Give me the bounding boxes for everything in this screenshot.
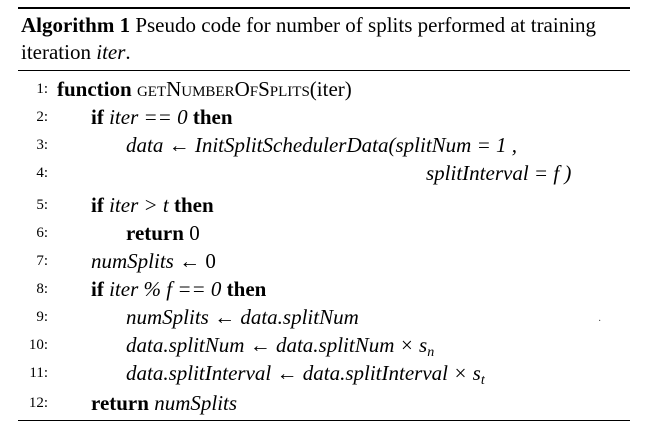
- code-content: return numSplits: [91, 390, 237, 416]
- factor: s: [419, 333, 428, 357]
- condition: iter % f == 0: [109, 277, 222, 301]
- line-number: 9:: [36, 309, 48, 325]
- line-number: 11:: [29, 365, 48, 381]
- line-number: 3:: [36, 137, 48, 153]
- factor: s: [472, 361, 481, 385]
- code-content: if iter == 0 then: [91, 104, 233, 130]
- bottom-rule: [18, 420, 630, 421]
- return-value: numSplits: [154, 391, 238, 415]
- arrow: ←: [276, 361, 298, 385]
- line-number: 5:: [36, 197, 48, 213]
- code-content: numSplits ← 0: [91, 248, 216, 274]
- code-content: numSplits ← data.splitNum: [126, 304, 359, 330]
- keyword: if: [91, 277, 104, 301]
- arg: splitInterval = f ): [426, 161, 572, 185]
- subscript: t: [480, 373, 485, 388]
- code-content: function getNumberOfSplits(iter): [57, 76, 352, 102]
- code-content: if iter > t then: [91, 192, 214, 218]
- line-number: 1:: [36, 81, 48, 97]
- line-number: 4:: [36, 165, 48, 181]
- stray-mark: ·: [598, 316, 602, 327]
- code-content: if iter % f == 0 then: [91, 276, 266, 302]
- arrow: ←: [168, 133, 190, 157]
- line-number: 7:: [36, 253, 48, 269]
- arrow: ←: [214, 305, 236, 329]
- arrow: ←: [249, 333, 271, 357]
- lhs: data: [126, 133, 164, 157]
- line-number: 6:: [36, 225, 48, 241]
- keyword: function: [57, 77, 132, 101]
- rhs: 0: [205, 249, 216, 273]
- line-number: 12:: [28, 395, 48, 411]
- line-number: 10:: [28, 337, 48, 353]
- keyword: if: [91, 193, 104, 217]
- subscript: n: [427, 345, 435, 360]
- keyword: return: [126, 221, 184, 245]
- algorithm-label: Algorithm 1: [21, 13, 131, 37]
- keyword: then: [174, 193, 214, 217]
- call: InitSplitSchedulerData(: [194, 133, 396, 157]
- lhs: numSplits: [91, 249, 174, 273]
- keyword: then: [226, 277, 267, 301]
- code-content: data ← InitSplitSchedulerData(splitNum =…: [126, 132, 517, 158]
- rhs: data.splitNum ×: [275, 333, 414, 357]
- function-args: (iter): [309, 77, 352, 101]
- condition: iter > t: [109, 193, 169, 217]
- caption-period: .: [125, 40, 131, 64]
- caption-text: Pseudo code for number of splits perform…: [21, 13, 597, 64]
- function-name: getNumberOfSplits: [136, 77, 310, 101]
- rhs: data.splitNum: [240, 305, 359, 329]
- lhs: data.splitNum: [126, 333, 245, 357]
- arg: splitNum = 1 ,: [395, 133, 518, 157]
- condition: iter == 0: [109, 105, 188, 129]
- caption-rule: [18, 70, 630, 71]
- keyword: if: [91, 105, 104, 129]
- return-value: 0: [189, 221, 200, 245]
- lhs: numSplits: [126, 305, 209, 329]
- lhs: data.splitInterval: [126, 361, 272, 385]
- code-content: return 0: [126, 220, 200, 246]
- rhs: data.splitInterval ×: [302, 361, 468, 385]
- keyword: then: [192, 105, 233, 129]
- code-content: data.splitNum ← data.splitNum × sn: [126, 332, 435, 360]
- line-number: 2:: [36, 109, 48, 125]
- code-content: data.splitInterval ← data.splitInterval …: [126, 360, 485, 388]
- algorithm-caption: Algorithm 1 Pseudo code for number of sp…: [21, 12, 631, 66]
- arrow: ←: [179, 249, 201, 273]
- keyword: return: [91, 391, 149, 415]
- line-number: 8:: [36, 281, 48, 297]
- top-rule: [18, 7, 630, 9]
- code-content: splitInterval = f ): [426, 160, 571, 186]
- caption-var: iter: [96, 40, 126, 64]
